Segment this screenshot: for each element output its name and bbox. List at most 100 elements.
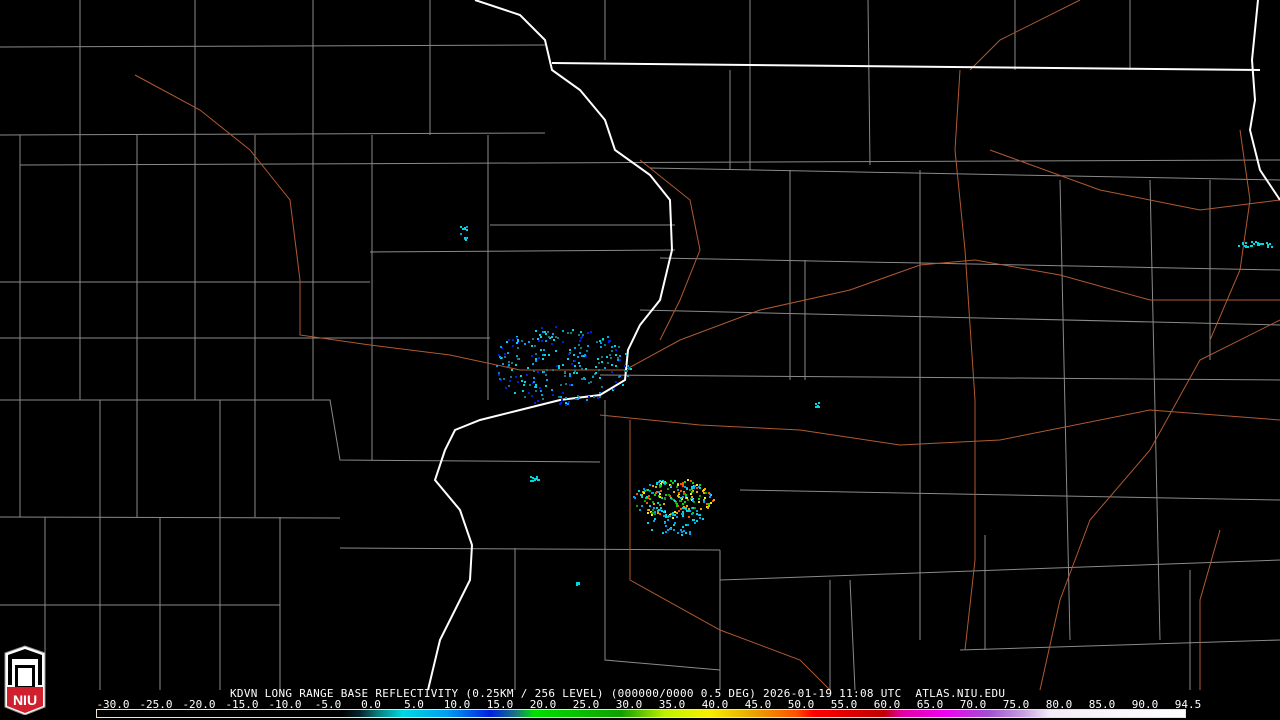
echo-pixel — [689, 489, 691, 491]
echo-pixel — [579, 365, 581, 367]
echo-pixel — [609, 354, 611, 356]
echo-pixel — [582, 334, 584, 336]
echo-pixel — [567, 332, 569, 334]
echo-pixel — [498, 372, 500, 374]
echo-pixel — [659, 504, 661, 506]
echo-pixel — [696, 520, 698, 522]
echo-pixel — [592, 376, 594, 378]
echo-pixel — [699, 517, 701, 519]
echo-pixel — [542, 358, 544, 360]
echo-pixel — [552, 369, 554, 371]
echo-pixel — [692, 500, 694, 502]
echo-pixel — [598, 362, 600, 364]
echo-pixel — [696, 513, 698, 515]
echo-pixel — [571, 384, 573, 386]
county-line — [0, 132, 546, 136]
echo-pixel — [654, 494, 656, 496]
echo-pixel — [606, 356, 608, 358]
echo-pixel — [647, 489, 649, 491]
echo-pixel — [653, 520, 655, 522]
echo-pixel — [526, 374, 528, 376]
echo-pixel — [466, 229, 468, 231]
echo-pixel — [531, 345, 533, 347]
echo-pixel — [691, 513, 693, 515]
echo-pixel — [532, 338, 534, 340]
echo-pixel — [522, 390, 524, 392]
echo-pixel — [535, 360, 537, 362]
echo-pixel — [505, 387, 507, 389]
echo-pixel — [669, 528, 671, 530]
echo-pixel — [545, 374, 547, 376]
echo-pixel — [660, 490, 662, 492]
echo-pixel — [1259, 243, 1261, 245]
echo-pixel — [659, 493, 661, 495]
echo-pixel — [510, 376, 512, 378]
echo-pixel — [531, 355, 533, 357]
echo-pixel — [672, 512, 674, 514]
echo-pixel — [687, 479, 689, 481]
echo-pixel — [662, 532, 664, 534]
echo-pixel — [657, 502, 659, 504]
echo-pixel — [542, 354, 544, 356]
colorbar-label: 94.5 — [1174, 698, 1202, 711]
echo-pixel — [547, 331, 549, 333]
highways — [134, 0, 1280, 691]
echo-pixel — [602, 338, 604, 340]
echo-pixel — [655, 492, 657, 494]
echo-pixel — [694, 507, 696, 509]
niu-logo: NIU — [3, 645, 47, 719]
echo-pixel — [521, 380, 523, 382]
echo-pixel — [649, 498, 651, 500]
echo-pixel — [511, 362, 513, 364]
echo-pixel — [619, 359, 621, 361]
echo-pixel — [652, 501, 654, 503]
echo-pixel — [674, 522, 676, 524]
echo-pixel — [548, 354, 550, 356]
echo-pixel — [565, 397, 567, 399]
echo-pixel — [708, 492, 710, 494]
echo-pixel — [534, 478, 536, 480]
echo-pixel — [669, 515, 671, 517]
echo-pixel — [691, 491, 693, 493]
colorbar-label: 65.0 — [916, 698, 944, 711]
echo-pixel — [699, 514, 701, 516]
echo-pixel — [544, 354, 546, 356]
echo-pixel — [532, 480, 534, 482]
echo-pixel — [532, 477, 534, 479]
echo-pixel — [688, 508, 690, 510]
echo-pixel — [680, 529, 682, 531]
echo-pixel — [573, 354, 575, 356]
echo-pixel — [575, 398, 577, 400]
echo-pixel — [690, 493, 692, 495]
echo-pixel — [644, 490, 646, 492]
echo-pixel — [615, 381, 617, 383]
echo-pixel — [534, 345, 536, 347]
echo-pixel — [545, 340, 547, 342]
echo-pixel — [529, 384, 531, 386]
echo-pixel — [659, 480, 661, 482]
echo-pixel — [460, 226, 462, 228]
echo-pixel — [691, 496, 693, 498]
echo-pixel — [677, 489, 679, 491]
echo-pixel — [649, 505, 651, 507]
echo-pixel — [646, 496, 648, 498]
echo-pixel — [684, 486, 686, 488]
echo-pixel — [1266, 242, 1268, 244]
echo-pixel — [590, 331, 592, 333]
echo-pixel — [558, 367, 560, 369]
echo-pixel — [587, 332, 589, 334]
echo-pixel — [559, 403, 561, 405]
county-line — [959, 639, 1280, 651]
echo-pixel — [607, 362, 609, 364]
colorbar-label: -30.0 — [96, 698, 130, 711]
echo-pixel — [574, 347, 576, 349]
echo-pixel — [551, 343, 553, 345]
echo-pixel — [579, 340, 581, 342]
echo-pixel — [531, 395, 533, 397]
echo-pixel — [706, 503, 708, 505]
echo-pixel — [542, 398, 544, 400]
echo-pixel — [677, 484, 679, 486]
county-line — [0, 399, 601, 463]
echo-pixel — [653, 503, 655, 505]
echo-pixel — [561, 399, 563, 401]
